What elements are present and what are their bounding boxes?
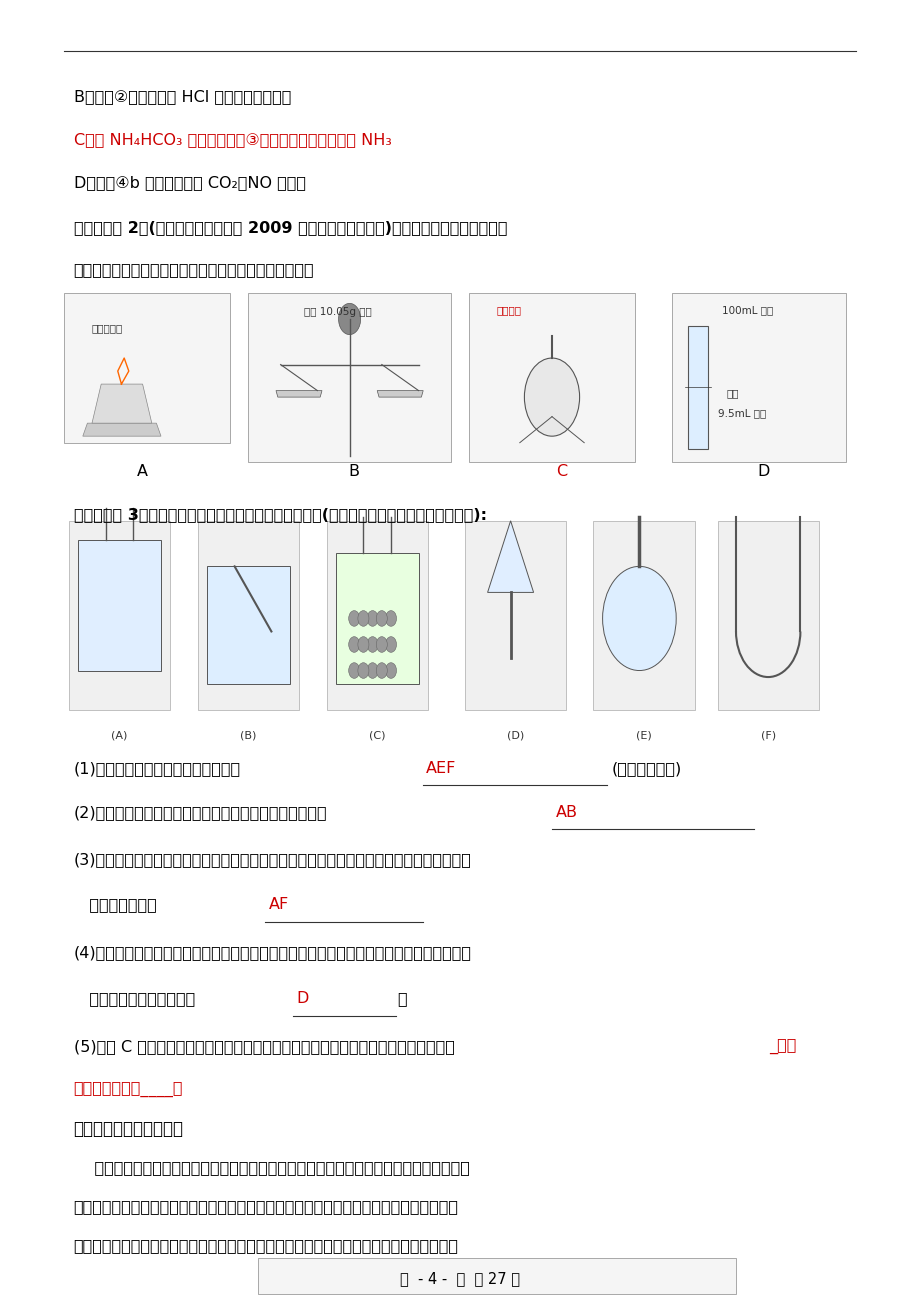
Text: A: A: [137, 464, 148, 479]
Circle shape: [376, 611, 387, 626]
Polygon shape: [377, 391, 423, 397]
Bar: [64, 293, 230, 443]
Text: 量取: 量取: [726, 388, 739, 398]
Bar: [593, 521, 694, 710]
Text: 控制气流使其平衡目的是: 控制气流使其平衡目的是: [74, 991, 195, 1006]
Circle shape: [357, 637, 369, 652]
Polygon shape: [276, 391, 322, 397]
Bar: [671, 293, 845, 462]
Circle shape: [338, 303, 360, 335]
Circle shape: [367, 637, 378, 652]
Text: D: D: [756, 464, 769, 479]
Text: 瓶防止碱液倒吸____。: 瓶防止碱液倒吸____。: [74, 1082, 183, 1098]
Text: (B): (B): [240, 730, 256, 741]
Text: 100mL 量筒: 100mL 量筒: [721, 305, 773, 315]
Circle shape: [524, 358, 579, 436]
Bar: [464, 521, 565, 710]
Text: (4)在乙烯与溴水反应制二溴乙烷的实验中，能添加在制乙烯装置和加成反应装置之间，达到: (4)在乙烯与溴水反应制二溴乙烷的实验中，能添加在制乙烯装置和加成反应装置之间，…: [74, 945, 471, 961]
Bar: [69, 521, 170, 710]
Text: B: B: [348, 464, 359, 479]
Text: 点燃酒精灯: 点燃酒精灯: [92, 323, 123, 333]
Circle shape: [357, 611, 369, 626]
Text: (3)在氯气和铁反应实验中，能添加在制气和化合反应装置之间以除去氯气中氯化氢、水等杂: (3)在氯气和铁反应实验中，能添加在制气和化合反应装置之间以除去氯气中氯化氢、水…: [74, 852, 471, 867]
Text: (A): (A): [111, 730, 128, 741]
Circle shape: [367, 663, 378, 678]
Text: (D): (D): [506, 730, 523, 741]
Text: 而且知道为什么要这样操作；第三，了解特殊情况特殊的实验操作要求；第四，理解相关实: 而且知道为什么要这样操作；第三，了解特殊情况特殊的实验操作要求；第四，理解相关实: [74, 1238, 458, 1254]
Text: (5)若用 C 装置做二氧化硫与烧杯中氢氧化钠溶液反应实验，则其中广口瓶的作用是：: (5)若用 C 装置做二氧化硫与烧杯中氢氧化钠溶液反应实验，则其中广口瓶的作用是…: [74, 1039, 454, 1055]
Text: AEF: AEF: [425, 760, 456, 776]
Text: ．: ．: [397, 991, 406, 1006]
Bar: [257, 1258, 735, 1294]
Bar: [207, 566, 289, 684]
Bar: [326, 521, 427, 710]
Polygon shape: [83, 423, 161, 436]
Text: AB: AB: [555, 805, 577, 820]
Text: C．以 NH₄HCO₃ 为原料，装置③可用于实验室制备少量 NH₃: C．以 NH₄HCO₃ 为原料，装置③可用于实验室制备少量 NH₃: [74, 132, 391, 147]
Text: 9.5mL 液体: 9.5mL 液体: [717, 408, 765, 418]
Text: D．装置④b 口进气可收集 CO₂、NO 等气体: D．装置④b 口进气可收集 CO₂、NO 等气体: [74, 174, 305, 190]
Bar: [78, 540, 161, 671]
Text: 称量 10.05g 固体: 称量 10.05g 固体: [303, 307, 371, 318]
Text: 研究往年高考试题，这部分内容学习中应把握以下几点：第一，熟练掌握《考试说明》规: 研究往年高考试题，这部分内容学习中应把握以下几点：第一，熟练掌握《考试说明》规: [74, 1160, 469, 1176]
Text: 进行科学探究的基础和保证。下列有关实验操作正确的是: 进行科学探究的基础和保证。下列有关实验操作正确的是: [74, 262, 314, 277]
Text: (填代号，下同): (填代号，下同): [611, 760, 681, 776]
Circle shape: [348, 611, 359, 626]
Text: 【变式训练 2】(江苏如皋市搬经镇中 2009 届高三第一学期期中)具备基本的化学实验技能是: 【变式训练 2】(江苏如皋市搬经镇中 2009 届高三第一学期期中)具备基本的化…: [74, 220, 506, 236]
Text: 质气体的装置有: 质气体的装置有: [74, 897, 156, 913]
Text: (C): (C): [369, 730, 385, 741]
Text: _安全: _安全: [768, 1039, 796, 1055]
Circle shape: [385, 637, 396, 652]
Bar: [198, 521, 299, 710]
Bar: [717, 521, 818, 710]
Circle shape: [348, 663, 359, 678]
Circle shape: [385, 611, 396, 626]
Text: D: D: [296, 991, 308, 1006]
Circle shape: [602, 566, 675, 671]
Text: 【变式训练 3】有常用玻璃仪器组成的下列六种实验装置(根据需要可在其中加入液体或固体):: 【变式训练 3】有常用玻璃仪器组成的下列六种实验装置(根据需要可在其中加入液体或…: [74, 506, 486, 522]
Polygon shape: [92, 384, 152, 423]
Circle shape: [376, 663, 387, 678]
Text: AF: AF: [268, 897, 289, 913]
Text: (1)能用做干燥二氧化硫气体的装置有: (1)能用做干燥二氧化硫气体的装置有: [74, 760, 241, 776]
Text: 定范围内的化学实验基本操作规范，并能书面表达出来；第二，不仅要熟悉基本操作要领，: 定范围内的化学实验基本操作规范，并能书面表达出来；第二，不仅要熟悉基本操作要领，: [74, 1199, 458, 1215]
Text: (2)既能用于收集氯气又能用于收集一氧化氮气体的装置有: (2)既能用于收集氯气又能用于收集一氧化氮气体的装置有: [74, 805, 327, 820]
Circle shape: [367, 611, 378, 626]
Text: B．装置②可用于吸收 HCl 气体，并防止倒吸: B．装置②可用于吸收 HCl 气体，并防止倒吸: [74, 89, 290, 104]
Bar: [335, 553, 418, 684]
Polygon shape: [487, 521, 533, 592]
Text: 液体加热: 液体加热: [496, 305, 521, 315]
Text: (E): (E): [635, 730, 652, 741]
Text: (F): (F): [760, 730, 775, 741]
Circle shape: [376, 637, 387, 652]
Text: C: C: [555, 464, 566, 479]
Text: 第  - 4 -  页  共 27 页: 第 - 4 - 页 共 27 页: [400, 1271, 519, 1286]
Bar: [687, 326, 708, 449]
Bar: [469, 293, 634, 462]
Circle shape: [348, 637, 359, 652]
Bar: [248, 293, 450, 462]
Circle shape: [357, 663, 369, 678]
Circle shape: [385, 663, 396, 678]
Text: 二、中学实验常见的操作: 二、中学实验常见的操作: [74, 1120, 184, 1138]
